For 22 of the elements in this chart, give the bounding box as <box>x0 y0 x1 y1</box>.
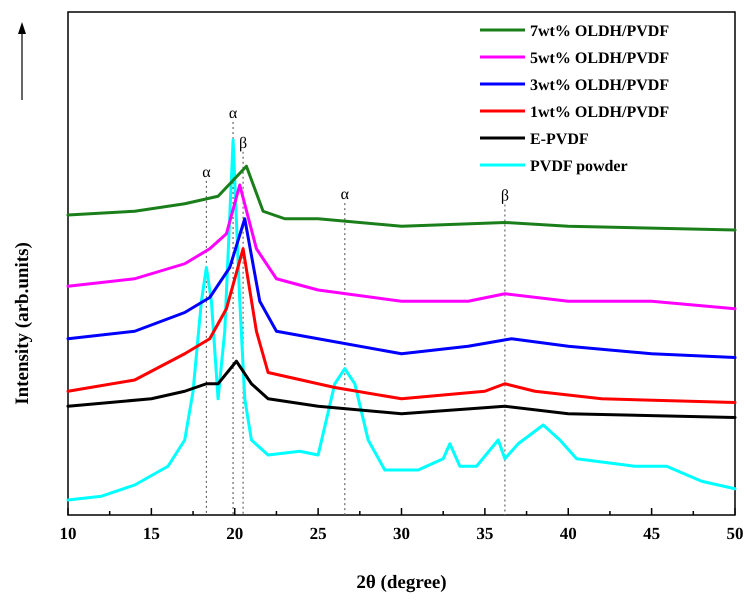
legend-label: 1wt% OLDH/PVDF <box>530 104 670 121</box>
x-axis-title: 2θ (degree) <box>356 572 447 593</box>
legend-label: 7wt% OLDH/PVDF <box>530 23 670 40</box>
x-tick-label: 45 <box>643 524 660 544</box>
legend-label: E-PVDF <box>530 131 589 148</box>
ref-line-label: β <box>239 134 248 152</box>
x-tick-label: 15 <box>142 524 160 544</box>
ref-line-label: β <box>500 188 509 204</box>
x-tick-label: 10 <box>60 524 76 544</box>
legend-label: 3wt% OLDH/PVDF <box>530 77 670 94</box>
legend-label: PVDF powder <box>530 158 628 175</box>
ref-line-label: α <box>228 105 238 122</box>
legend-label: 5wt% OLDH/PVDF <box>530 50 670 67</box>
x-tick-label: 50 <box>726 524 744 544</box>
y-axis-title: Intensity (arb.units) <box>12 242 33 405</box>
x-tick-label: 25 <box>310 524 327 544</box>
x-tick-label: 20 <box>226 524 244 544</box>
ref-line-label: α <box>202 164 212 181</box>
x-tick-label: 35 <box>476 524 494 544</box>
ref-line-label: α <box>340 186 350 204</box>
x-tick-label: 40 <box>560 524 577 544</box>
x-tick-label: 30 <box>393 524 410 544</box>
